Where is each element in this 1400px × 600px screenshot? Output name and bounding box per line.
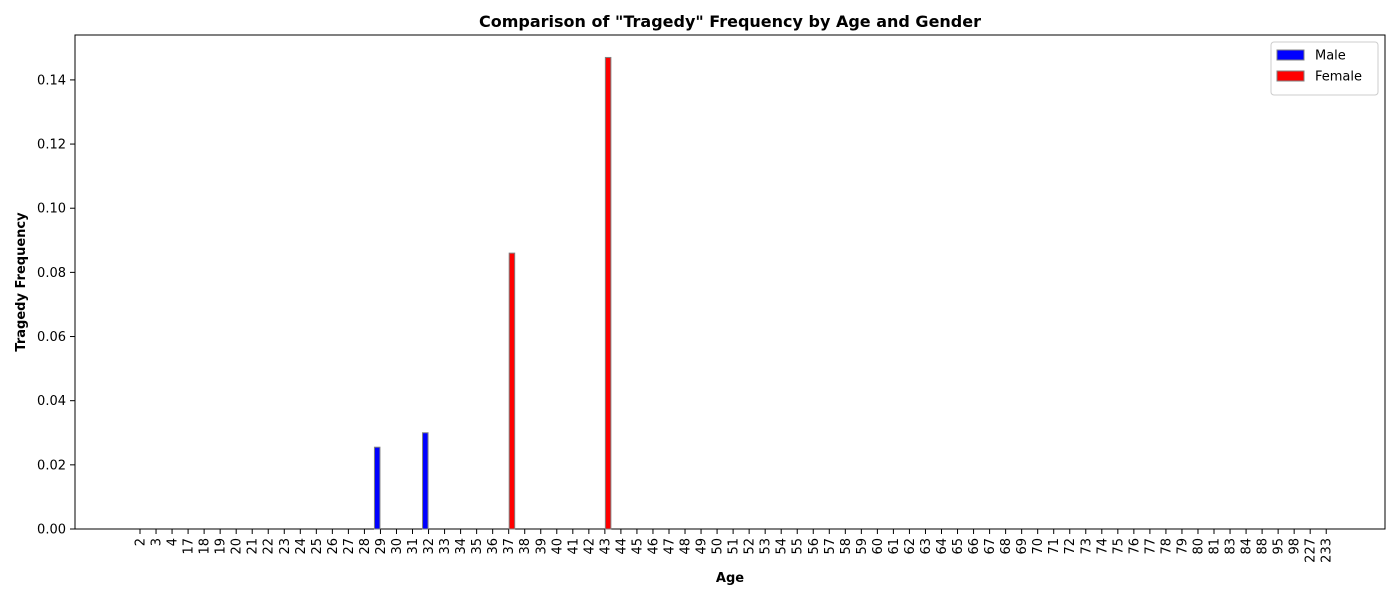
x-axis-title: Age [716, 571, 744, 586]
x-tick-label: 88 [1256, 538, 1271, 555]
y-tick-label: 0.08 [37, 266, 66, 281]
x-tick-label: 55 [791, 538, 806, 555]
x-tick-label: 52 [743, 538, 758, 555]
x-tick-label: 29 [374, 538, 389, 555]
x-tick-label: 36 [486, 538, 501, 555]
y-tick-label: 0.14 [37, 73, 66, 88]
x-tick-label: 48 [679, 538, 694, 555]
x-tick-label: 42 [582, 538, 597, 555]
x-tick-label: 3 [150, 538, 165, 546]
x-tick-label: 75 [1111, 538, 1126, 555]
x-tick-label: 33 [438, 538, 453, 555]
bar-female [508, 252, 516, 530]
x-tick-label: 95 [1272, 538, 1287, 555]
x-tick-label: 81 [1208, 538, 1223, 555]
x-tick-label: 233 [1320, 538, 1335, 563]
x-tick-label: 71 [1047, 538, 1062, 555]
x-tick-label: 56 [807, 538, 822, 555]
y-tick-label: 0.12 [37, 138, 66, 153]
x-tick-label: 67 [983, 538, 998, 555]
legend-label-male: Male [1315, 49, 1346, 64]
x-tick-label: 57 [823, 538, 838, 555]
y-tick-label: 0.02 [37, 458, 66, 473]
chart-title: Comparison of "Tragedy" Frequency by Age… [479, 12, 981, 31]
x-tick-label: 31 [406, 538, 421, 555]
bar-female [604, 56, 612, 530]
x-tick-label: 46 [646, 538, 661, 555]
x-tick-label: 23 [278, 538, 293, 555]
x-tick-label: 62 [903, 538, 918, 555]
plot-frame [74, 34, 1386, 530]
plot-area: 0.000.020.040.060.080.100.120.142 3 4 17 18 1… [37, 34, 1386, 563]
x-tick-label: 4 [166, 538, 181, 546]
legend: Male Female [1270, 41, 1379, 96]
bar-male [373, 446, 381, 530]
x-tick-label: 20 [230, 538, 245, 555]
x-tick-label: 98 [1288, 538, 1303, 555]
x-tick-label: 39 [534, 538, 549, 555]
x-tick-label: 66 [967, 538, 982, 555]
x-tick-label: 30 [390, 538, 405, 555]
x-tick-label: 22 [262, 538, 277, 555]
x-tick-label: 54 [775, 538, 790, 555]
x-tick-label: 79 [1175, 538, 1190, 555]
y-tick-label: 0.10 [37, 202, 66, 217]
x-tick-label: 32 [422, 538, 437, 555]
x-tick-label: 17 [182, 538, 197, 555]
x-tick-label: 64 [935, 538, 950, 555]
x-tick-label: 72 [1063, 538, 1078, 555]
x-tick-label: 70 [1031, 538, 1046, 555]
x-tick-label: 60 [871, 538, 886, 555]
x-tick-label: 227 [1304, 538, 1319, 563]
x-tick-label: 83 [1224, 538, 1239, 555]
x-tick-label: 77 [1143, 538, 1158, 555]
legend-swatch-male [1276, 49, 1305, 61]
x-tick-label: 2 [134, 538, 149, 546]
x-tick-label: 58 [839, 538, 854, 555]
x-tick-label: 45 [630, 538, 645, 555]
x-tick-label: 59 [855, 538, 870, 555]
x-tick-label: 24 [294, 538, 309, 555]
x-tick-label: 74 [1095, 538, 1110, 555]
legend-label-female: Female [1315, 70, 1362, 85]
bar-male [422, 432, 429, 530]
x-tick-label: 28 [358, 538, 373, 555]
x-tick-label: 34 [454, 538, 469, 555]
x-tick-label: 80 [1191, 538, 1206, 555]
x-tick-label: 43 [598, 538, 613, 555]
x-tick-label: 40 [550, 538, 565, 555]
x-tick-label: 41 [566, 538, 581, 555]
x-tick-label: 38 [518, 538, 533, 555]
x-tick-label: 69 [1015, 538, 1030, 555]
x-tick-label: 65 [951, 538, 966, 555]
x-tick-label: 49 [695, 538, 710, 555]
y-axis-title: Tragedy Frequency [14, 212, 29, 352]
x-tick-label: 47 [662, 538, 677, 555]
legend-swatch-female [1276, 70, 1305, 82]
x-tick-label: 21 [246, 538, 261, 555]
x-tick-label: 84 [1240, 538, 1255, 555]
y-tick-label: 0.06 [37, 330, 66, 345]
x-tick-label: 44 [614, 538, 629, 555]
x-tick-label: 18 [198, 538, 213, 555]
x-tick-label: 50 [711, 538, 726, 555]
x-tick-label: 76 [1127, 538, 1142, 555]
x-tick-label: 26 [326, 538, 341, 555]
x-tick-label: 78 [1159, 538, 1174, 555]
x-tick-label: 25 [310, 538, 325, 555]
x-tick-label: 73 [1079, 538, 1094, 555]
y-tick-label: 0.00 [37, 523, 66, 538]
x-tick-label: 37 [502, 538, 517, 555]
x-tick-label: 53 [759, 538, 774, 555]
x-tick-label: 63 [919, 538, 934, 555]
x-tick-label: 61 [887, 538, 902, 555]
x-tick-label: 68 [999, 538, 1014, 555]
x-tick-label: 27 [342, 538, 357, 555]
x-tick-label: 35 [470, 538, 485, 555]
y-tick-label: 0.04 [37, 394, 66, 409]
x-tick-label: 51 [727, 538, 742, 555]
x-tick-label: 19 [214, 538, 229, 555]
